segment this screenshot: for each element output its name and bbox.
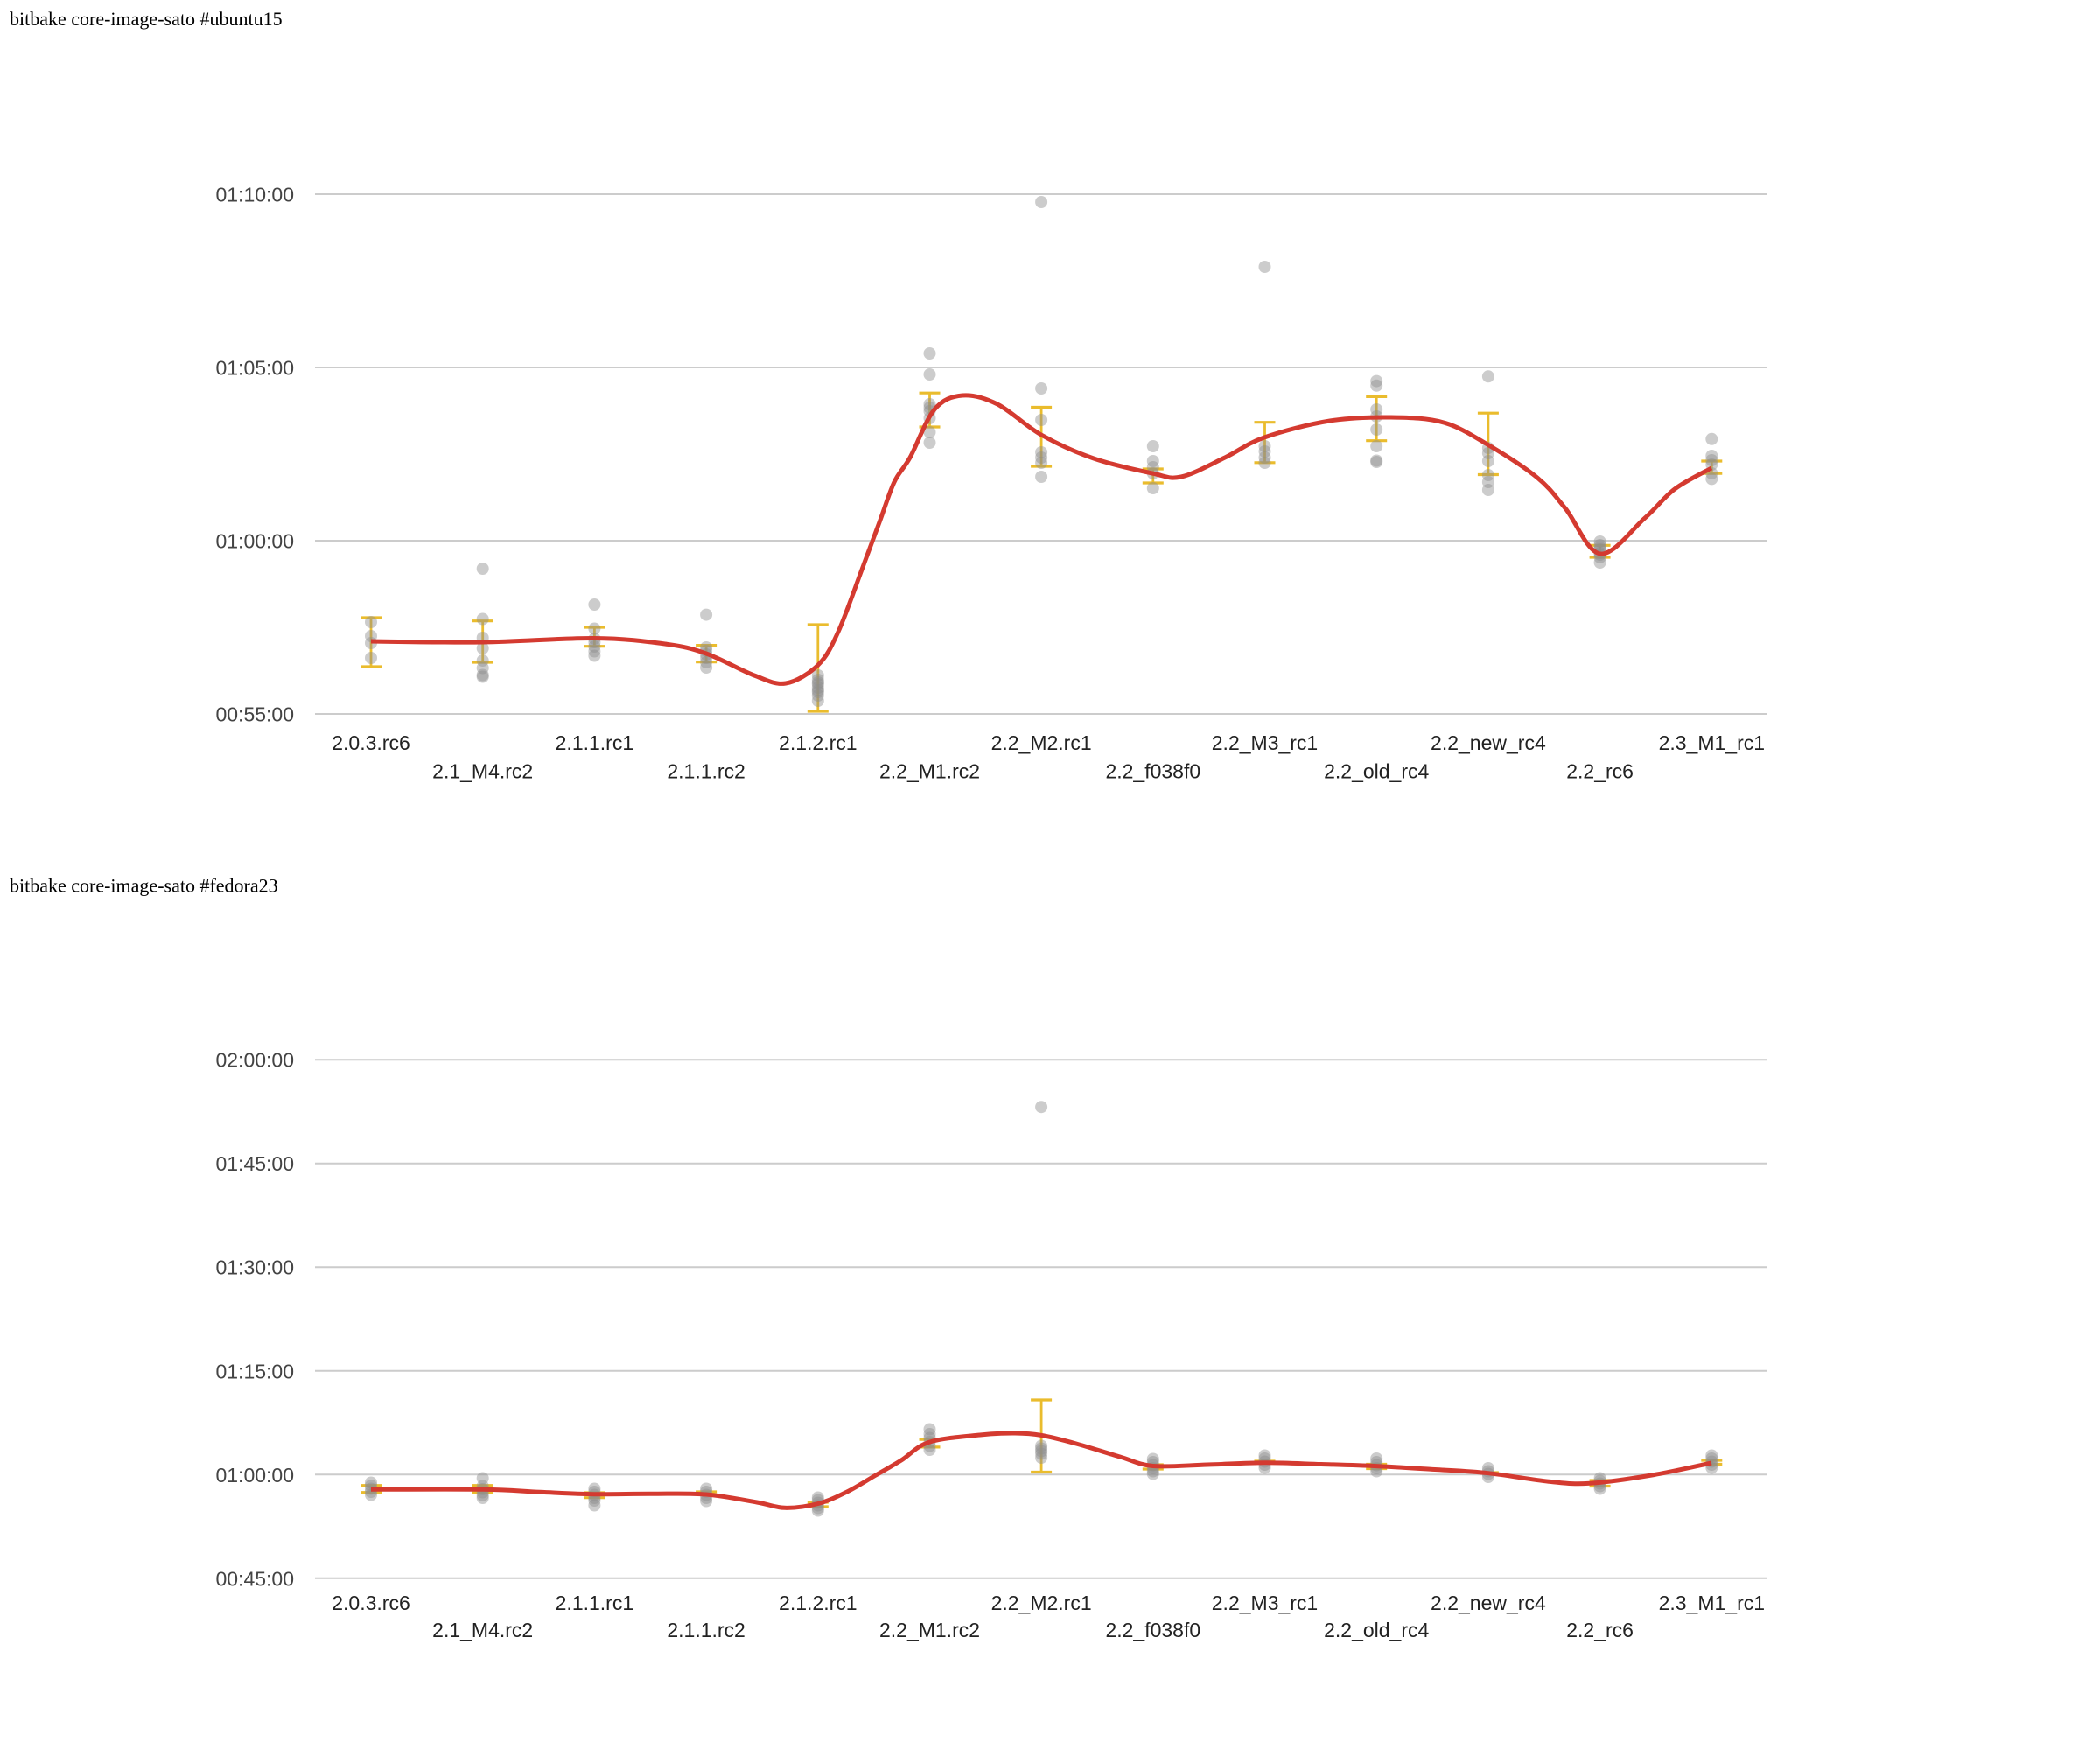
svg-text:2.2_M2.rc1: 2.2_M2.rc1 [991, 1592, 1092, 1614]
svg-text:2.2_f038f0: 2.2_f038f0 [1105, 760, 1200, 783]
svg-text:01:00:00: 01:00:00 [215, 530, 294, 553]
svg-text:2.0.3.rc6: 2.0.3.rc6 [332, 731, 410, 754]
svg-text:01:45:00: 01:45:00 [215, 1152, 294, 1175]
svg-text:2.2_new_rc4: 2.2_new_rc4 [1431, 731, 1546, 754]
svg-text:00:45:00: 00:45:00 [215, 1567, 294, 1590]
svg-text:02:00:00: 02:00:00 [215, 1049, 294, 1072]
svg-text:2.1.1.rc2: 2.1.1.rc2 [667, 760, 746, 783]
svg-text:01:05:00: 01:05:00 [215, 357, 294, 380]
svg-text:2.1.2.rc1: 2.1.2.rc1 [779, 731, 858, 754]
svg-text:2.2_M1.rc2: 2.2_M1.rc2 [879, 1619, 980, 1641]
svg-text:bitbake core-image-sato #fedor: bitbake core-image-sato #fedora23 [10, 875, 278, 897]
svg-text:00:55:00: 00:55:00 [215, 703, 294, 726]
svg-text:2.1.2.rc1: 2.1.2.rc1 [779, 1592, 858, 1614]
svg-text:01:00:00: 01:00:00 [215, 1464, 294, 1487]
svg-text:2.2_M3_rc1: 2.2_M3_rc1 [1212, 1592, 1318, 1614]
svg-text:2.2_rc6: 2.2_rc6 [1566, 1619, 1634, 1641]
svg-text:2.2_new_rc4: 2.2_new_rc4 [1431, 1592, 1546, 1614]
svg-text:2.3_M1_rc1: 2.3_M1_rc1 [1659, 1592, 1765, 1614]
svg-text:2.2_M3_rc1: 2.2_M3_rc1 [1212, 731, 1318, 754]
svg-text:2.1.1.rc1: 2.1.1.rc1 [556, 731, 634, 754]
svg-text:2.2_M1.rc2: 2.2_M1.rc2 [879, 760, 980, 783]
svg-text:2.1_M4.rc2: 2.1_M4.rc2 [432, 1619, 533, 1641]
svg-text:2.2_M2.rc1: 2.2_M2.rc1 [991, 731, 1092, 754]
svg-text:01:10:00: 01:10:00 [215, 184, 294, 206]
svg-text:2.3_M1_rc1: 2.3_M1_rc1 [1659, 731, 1765, 754]
svg-text:2.2_old_rc4: 2.2_old_rc4 [1324, 760, 1429, 783]
svg-text:2.2_f038f0: 2.2_f038f0 [1105, 1619, 1200, 1641]
svg-text:01:15:00: 01:15:00 [215, 1360, 294, 1382]
svg-text:01:30:00: 01:30:00 [215, 1256, 294, 1279]
svg-text:2.2_rc6: 2.2_rc6 [1566, 760, 1634, 783]
svg-text:2.1.1.rc2: 2.1.1.rc2 [667, 1619, 746, 1641]
svg-text:2.1.1.rc1: 2.1.1.rc1 [556, 1592, 634, 1614]
svg-text:2.2_old_rc4: 2.2_old_rc4 [1324, 1619, 1429, 1641]
svg-text:2.0.3.rc6: 2.0.3.rc6 [332, 1592, 410, 1614]
svg-text:2.1_M4.rc2: 2.1_M4.rc2 [432, 760, 533, 783]
svg-text:bitbake core-image-sato #ubunt: bitbake core-image-sato #ubuntu15 [10, 8, 283, 30]
